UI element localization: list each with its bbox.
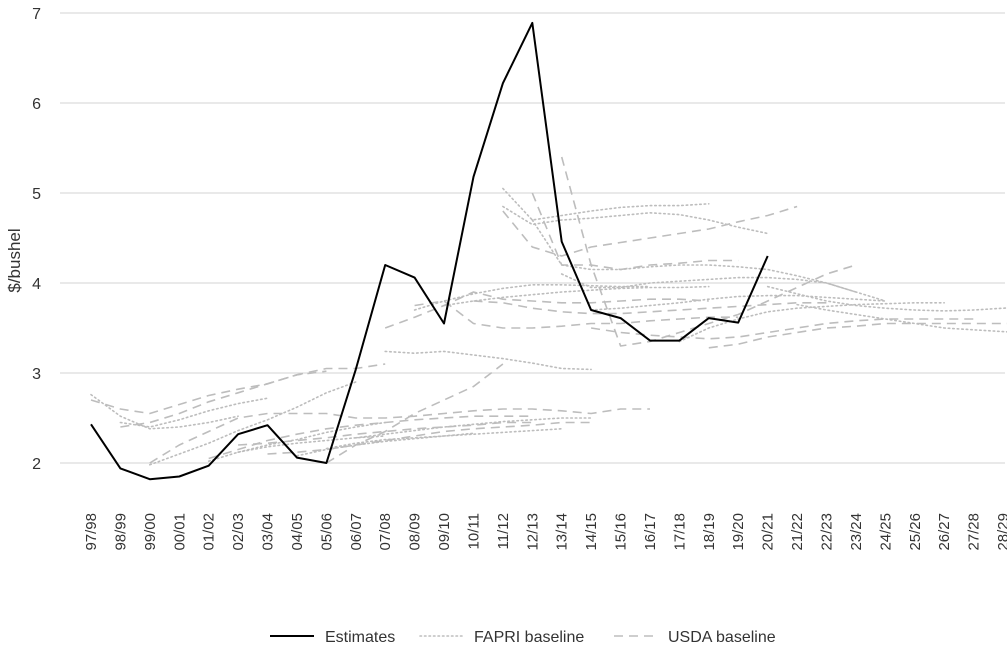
fapri-baseline-line	[560, 273, 857, 293]
fapri-baseline-line	[502, 205, 769, 235]
x-tick-label: 26/27	[936, 513, 953, 551]
usda-baseline-line	[384, 291, 709, 329]
fapri-baseline-line	[796, 303, 1007, 333]
x-tick-label: 99/00	[142, 513, 159, 551]
fapri-baseline-line	[678, 301, 946, 343]
x-tick-label: 06/07	[348, 513, 365, 551]
x-tick-label: 05/06	[318, 513, 335, 551]
x-tick-label: 03/04	[260, 513, 277, 551]
y-tick-label: 7	[32, 6, 41, 23]
x-tick-label: 23/24	[848, 513, 865, 551]
x-tick-label: 04/05	[289, 513, 306, 551]
x-tick-label: 18/19	[701, 513, 718, 551]
x-tick-label: 12/13	[524, 513, 541, 551]
estimate-series	[90, 21, 769, 481]
x-tick-label: 08/09	[407, 513, 424, 551]
x-tick-label: 19/20	[730, 513, 747, 551]
legend-label: FAPRI baseline	[474, 629, 584, 646]
x-tick-label: 09/10	[436, 513, 453, 551]
y-tick-label: 2	[32, 456, 41, 473]
fapri-baseline-line	[296, 432, 475, 457]
legend-label: USDA baseline	[668, 629, 776, 646]
x-tick-label: 17/18	[671, 513, 688, 551]
usda-baseline-line	[708, 322, 1007, 349]
y-tick-label: 6	[32, 96, 41, 113]
y-axis-ticks: 2 3 4 5 6 7	[32, 6, 41, 473]
y-tick-label: 4	[32, 276, 41, 293]
usda-baseline-line	[90, 363, 386, 415]
x-tick-label: 20/21	[760, 513, 777, 551]
x-tick-label: 01/02	[201, 513, 218, 551]
fapri-baseline-line	[443, 285, 710, 307]
usda-baseline-line	[238, 421, 533, 446]
x-tick-label: 21/22	[789, 513, 806, 551]
usda-baseline-line	[120, 370, 327, 428]
x-tick-label: 02/03	[230, 513, 247, 551]
usda-baseline-line	[267, 421, 592, 455]
fapri-baseline-line	[119, 397, 269, 428]
y-axis-label: $/bushel	[5, 228, 24, 292]
x-tick-label: 98/99	[112, 513, 129, 551]
fapri-baseline-line	[354, 417, 592, 439]
fapri-baseline-line	[502, 187, 710, 221]
estimates-line	[90, 21, 769, 481]
usda-baseline-line	[531, 192, 739, 271]
x-tick-label: 10/11	[465, 513, 482, 549]
baseline-series	[90, 156, 1007, 466]
fapri-baseline-line	[531, 219, 887, 302]
x-tick-label: 11/12	[495, 513, 512, 549]
fapri-baseline-line	[384, 350, 592, 371]
fapri-baseline-line	[325, 427, 563, 450]
fapri-baseline-line	[413, 283, 651, 311]
usda-baseline-line	[414, 300, 739, 329]
x-tick-label: 07/08	[377, 513, 394, 551]
legend: Estimates FAPRI baseline USDA baseline	[270, 629, 776, 646]
y-tick-label: 3	[32, 366, 41, 383]
gridlines	[60, 12, 1005, 464]
y-tick-label: 5	[32, 186, 41, 203]
x-tick-label: 16/17	[642, 513, 659, 551]
x-tick-label: 25/26	[907, 513, 924, 551]
x-tick-label: 00/01	[171, 513, 188, 551]
fapri-baseline-line	[590, 294, 887, 311]
fapri-baseline-line	[149, 381, 357, 466]
x-tick-label: 14/15	[583, 513, 600, 551]
x-tick-label: 28/29	[995, 513, 1007, 551]
x-tick-label: 22/23	[819, 513, 836, 551]
legend-label: Estimates	[325, 629, 395, 646]
usda-baseline-line	[502, 205, 798, 257]
fapri-baseline-line	[90, 393, 239, 430]
usda-baseline-line	[149, 408, 650, 464]
usda-baseline-line	[590, 318, 974, 340]
usda-baseline-line	[325, 363, 504, 464]
x-tick-label: 97/98	[83, 513, 100, 551]
x-tick-label: 13/14	[554, 513, 571, 551]
x-tick-label: 27/28	[966, 513, 983, 551]
fapri-baseline-line	[766, 285, 1007, 312]
x-axis-ticks: 97/98 98/99 99/00 00/01 01/02 02/03 03/04 04/05…	[83, 513, 1007, 551]
usda-baseline-line	[560, 156, 857, 347]
usda-baseline-line	[208, 415, 533, 460]
x-tick-label: 24/25	[877, 513, 894, 551]
x-tick-label: 15/16	[613, 513, 630, 551]
